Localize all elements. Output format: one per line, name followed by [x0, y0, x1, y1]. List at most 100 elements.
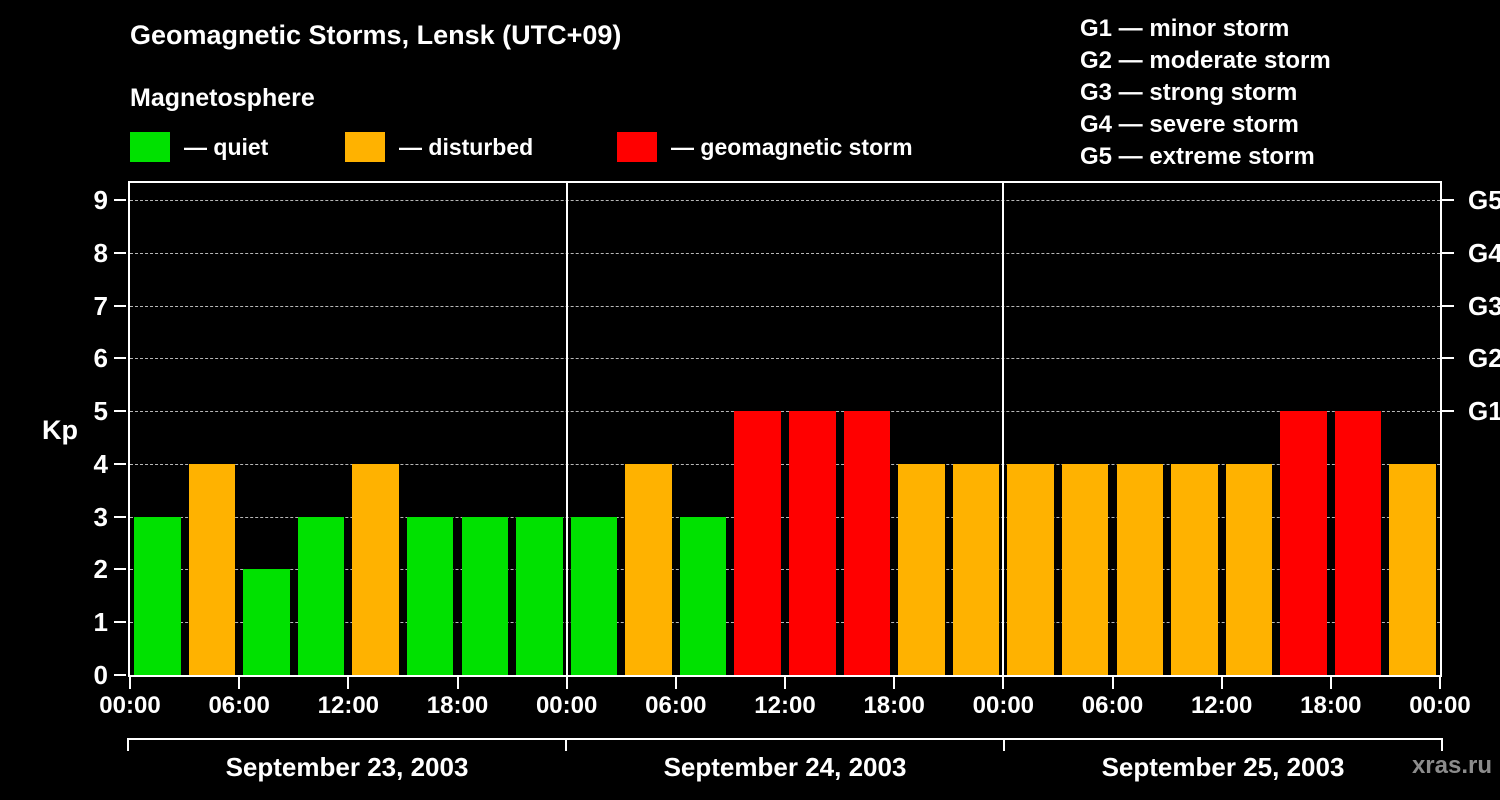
x-tick-label: 00:00	[972, 692, 1035, 719]
kp-bar-quiet	[243, 569, 290, 675]
kp-bar-storm	[734, 411, 781, 675]
date-axis-tick	[565, 738, 567, 751]
day-separator	[1002, 183, 1005, 675]
y-axis-tick	[114, 621, 126, 624]
x-axis-tick	[565, 677, 568, 689]
x-tick-label: 06:00	[208, 692, 270, 719]
x-tick-label: 00:00	[1409, 692, 1471, 719]
x-axis-tick	[893, 677, 896, 689]
x-tick-label: 00:00	[535, 692, 598, 719]
kp-bar-quiet	[516, 516, 563, 675]
date-axis-tick	[1003, 738, 1005, 751]
x-axis-tick	[1111, 677, 1114, 689]
right-axis-tick	[1442, 304, 1454, 307]
x-tick-label: 18:00	[1300, 692, 1362, 719]
storm-scale-item: G3 — strong storm	[1080, 79, 1298, 106]
x-axis-tick	[129, 677, 131, 689]
y-axis-tick	[114, 251, 126, 254]
kp-bar-quiet	[406, 516, 454, 675]
x-tick-label: 00:00	[99, 692, 161, 719]
storm-scale-item: G5 — extreme storm	[1080, 143, 1315, 170]
storm-scale-item: G1 — minor storm	[1080, 15, 1290, 42]
kp-bar-storm	[1280, 411, 1327, 675]
g-level-label: G2	[1468, 343, 1500, 374]
kp-bar-disturbed	[188, 463, 236, 675]
x-tick-label: 12:00	[754, 692, 816, 719]
x-tick-label: 06:00	[1081, 692, 1144, 719]
kp-bar-disturbed	[1007, 463, 1054, 675]
storm-scale-item: G2 — moderate storm	[1080, 47, 1331, 74]
y-tick-label: 9	[93, 185, 108, 215]
x-tick-label: 12:00	[317, 692, 380, 719]
y-axis-tick	[114, 515, 126, 518]
kp-bar-disturbed	[1389, 463, 1436, 675]
kp-bar-quiet	[134, 516, 181, 675]
g-level-label: G3	[1468, 290, 1500, 321]
storm-scale-item: G4 — severe storm	[1080, 111, 1299, 138]
date-label: September 25, 2003	[1101, 752, 1345, 782]
date-label: September 24, 2003	[663, 752, 907, 782]
date-axis-tick	[127, 738, 129, 751]
x-axis-tick	[1220, 677, 1223, 689]
kp-bar-quiet	[679, 516, 727, 675]
y-tick-label: 0	[93, 660, 108, 690]
storm-scale-legend: G1 — minor storm G2 — moderate storm G3 — …	[1080, 13, 1331, 173]
x-axis-tick	[238, 677, 241, 689]
kp-bar-quiet	[297, 516, 345, 675]
kp-bar-quiet	[570, 516, 618, 675]
g-level-label: G5	[1468, 185, 1500, 215]
y-tick-label: 7	[93, 290, 108, 321]
day-separator	[565, 183, 568, 675]
gridline-kp-1	[130, 622, 1440, 624]
gridline-kp-8	[130, 252, 1440, 254]
y-axis-title: Kp	[42, 415, 78, 445]
legend-item-label: — geomagnetic storm	[671, 133, 913, 160]
date-axis-line	[128, 738, 1442, 740]
y-tick-label: 4	[93, 448, 108, 479]
g-level-label: G4	[1468, 237, 1500, 268]
kp-bar-disturbed	[1061, 463, 1109, 675]
right-axis-tick	[1442, 410, 1454, 413]
gridline-kp-9	[130, 200, 1440, 201]
storm-swatch-icon	[617, 132, 657, 162]
kp-bar-disturbed	[625, 463, 672, 675]
x-axis-tick	[1329, 677, 1332, 689]
y-tick-label: 3	[93, 501, 108, 532]
y-tick-label: 8	[93, 237, 108, 268]
gridline-kp-4	[130, 463, 1440, 465]
chart-title: Geomagnetic Storms, Lensk (UTC+09)	[130, 20, 622, 50]
legend-item-quiet: — quiet	[130, 131, 268, 163]
y-axis-tick	[114, 410, 126, 413]
legend-item-storm: — geomagnetic storm	[617, 131, 913, 163]
gridline-kp-2	[130, 569, 1440, 571]
kp-bar-disturbed	[352, 463, 399, 675]
gridline-kp-5	[130, 411, 1440, 413]
x-axis-tick	[1002, 677, 1005, 689]
kp-bar-storm	[843, 411, 891, 675]
quiet-swatch-icon	[130, 132, 170, 162]
y-axis-tick	[114, 199, 126, 201]
y-tick-label: 2	[93, 554, 108, 585]
x-axis-tick	[674, 677, 677, 689]
y-axis-tick	[114, 674, 126, 676]
legend-item-label: — disturbed	[399, 133, 534, 160]
right-axis-tick	[1442, 357, 1454, 360]
kp-bar-disturbed	[898, 463, 945, 675]
x-tick-label: 18:00	[426, 692, 489, 719]
gridline-kp-7	[130, 305, 1440, 307]
legend-item-disturbed: — disturbed	[345, 131, 533, 163]
x-tick-label: 06:00	[645, 692, 707, 719]
y-tick-label: 5	[93, 396, 108, 427]
gridline-kp-6	[130, 358, 1440, 360]
y-tick-label: 6	[93, 343, 108, 374]
y-axis-tick	[114, 357, 126, 360]
legend-header: Magnetosphere	[130, 84, 315, 112]
legend-item-label: — quiet	[184, 133, 269, 160]
gridline-kp-3	[130, 516, 1440, 518]
kp-bar-disturbed	[952, 463, 1000, 675]
date-label: September 23, 2003	[225, 752, 469, 782]
x-tick-label: 12:00	[1190, 692, 1253, 719]
x-axis-tick	[784, 677, 786, 689]
g-level-label: G1	[1468, 396, 1500, 427]
